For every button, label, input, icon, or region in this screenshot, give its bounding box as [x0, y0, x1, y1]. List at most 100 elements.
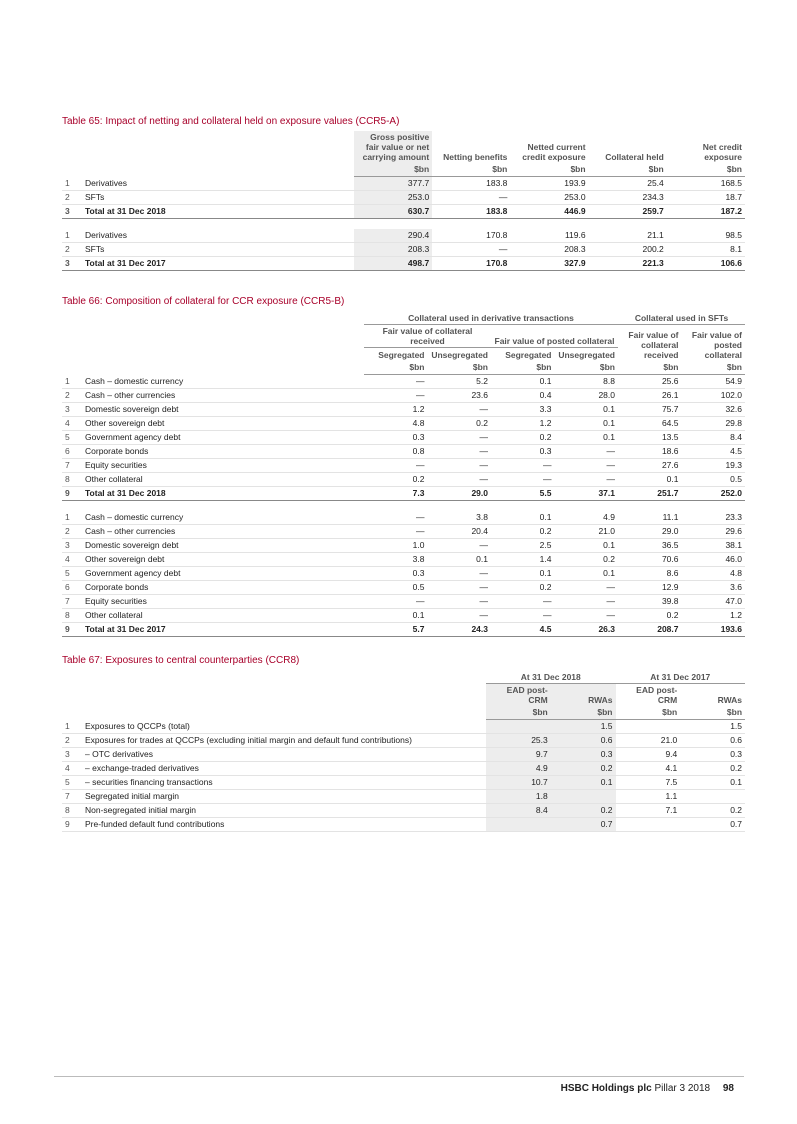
table-row: 2 Exposures for trades at QCCPs (excludin…	[62, 733, 746, 748]
cell-value	[550, 789, 616, 804]
row-label: SFTs	[82, 190, 355, 205]
cell-value: 98.5	[666, 229, 745, 243]
cell-value: —	[364, 511, 428, 525]
cell-value: —	[432, 190, 511, 205]
cell-value: 259.7	[588, 204, 667, 219]
cell-value: 0.3	[550, 747, 616, 762]
row-label: Other sovereign debt	[82, 416, 364, 431]
cell-value: 0.7	[550, 817, 616, 832]
table-row: 9 Pre-funded default fund contributions 0.…	[62, 817, 746, 832]
table-row: 2 Cash – other currencies —23.6 0.4 28.0 26.1…	[62, 388, 745, 403]
table-row: 9 Total at 31 Dec 2017 5.7 24.3 4.5 26.3 208.7…	[62, 622, 745, 637]
row-label: – OTC derivatives	[82, 747, 486, 762]
row-ref: 3	[62, 538, 82, 553]
column-header: RWAs	[717, 695, 743, 705]
table-row: 3– OTC derivatives 9.7 0.3 9.4 0.3	[62, 747, 746, 762]
cell-value: 0.2	[427, 416, 491, 431]
cell-value: —	[491, 608, 555, 623]
cell-value: 37.1	[554, 486, 618, 501]
cell-value: 327.9	[510, 256, 589, 271]
footer: HSBC Holdings plc Pillar 3 2018 98	[561, 1083, 734, 1094]
cell-value: 29.6	[681, 524, 745, 539]
table-row: 7 Segregated initial margin 1.8 1.1	[62, 789, 746, 804]
unit: $bn	[681, 361, 745, 375]
unit: $bn	[427, 361, 491, 375]
unit: $bn	[550, 706, 616, 720]
row-label: Cash – other currencies	[82, 524, 364, 539]
table-row: 2 SFTs 253.0—253.0 234.3 18.7	[62, 190, 745, 205]
cell-value: —	[432, 242, 511, 257]
cell-value: —	[364, 374, 428, 389]
column-header: Netting benefits	[443, 152, 508, 162]
cell-value: —	[427, 402, 491, 417]
cell-value: 0.2	[618, 608, 682, 623]
cell-value: 0.1	[554, 566, 618, 581]
cell-value: 4.1	[615, 761, 681, 776]
cell-value: 32.6	[681, 402, 745, 417]
row-label: Segregated initial margin	[82, 789, 486, 804]
cell-value: 4.9	[486, 761, 551, 776]
cell-value: 24.3	[427, 622, 491, 637]
table-row: 2 Cash – other currencies —20.4 0.2 21.0 29.0…	[62, 524, 745, 539]
cell-value: 5.7	[364, 622, 428, 637]
cell-value: 102.0	[681, 388, 745, 403]
cell-value: 0.1	[554, 430, 618, 445]
row-label: Cash – domestic currency	[82, 374, 364, 389]
cell-value: —	[427, 444, 491, 459]
table-row: 8 Non-segregated initial margin 8.4 0.2 7.1 0…	[62, 803, 746, 818]
cell-value: —	[491, 594, 555, 609]
column-header: EAD post-CRM	[636, 685, 678, 705]
cell-value: 251.7	[618, 486, 682, 501]
cell-value: 21.0	[554, 524, 618, 539]
cell-value: 0.1	[550, 775, 616, 790]
units-row: $bn $bn $bn $bn $bn	[62, 163, 745, 177]
table-title: Table 66: Composition of collateral for …	[62, 296, 345, 307]
cell-value: —	[427, 594, 491, 609]
header-row: Collateral used in derivative transactio…	[62, 311, 745, 325]
header-row: Gross positive fair value or net carryin…	[62, 131, 745, 163]
table-title: Table 67: Exposures to central counterpa…	[62, 655, 300, 666]
cell-value: 0.3	[364, 430, 428, 445]
cell-value: 0.8	[364, 444, 428, 459]
cell-value: 46.0	[681, 552, 745, 567]
row-ref: 3	[62, 402, 82, 417]
data-table: Collateral used in derivative transactio…	[62, 311, 745, 637]
section-gap	[62, 501, 745, 512]
row-ref: 6	[62, 444, 82, 459]
column-header: At 31 Dec 2017	[615, 670, 746, 684]
column-header: Fair value of collateral received	[364, 324, 491, 348]
cell-value: 193.9	[510, 176, 589, 191]
unit: $bn	[354, 163, 433, 177]
table-row: 5 Government agency debt 0.3—0.1 0.1 8.6 4.8	[62, 566, 745, 581]
row-ref: 2	[62, 733, 82, 748]
unit: $bn	[554, 361, 618, 375]
cell-value	[615, 719, 681, 734]
cell-value: 19.3	[681, 458, 745, 473]
row-label: Corporate bonds	[82, 444, 364, 459]
cell-value: 5.5	[491, 486, 555, 501]
row-ref: 5	[62, 566, 82, 581]
row-label: Non-segregated initial margin	[82, 803, 486, 818]
cell-value: 2.5	[491, 538, 555, 553]
row-ref: 5	[62, 775, 82, 790]
row-ref: 5	[62, 430, 82, 445]
cell-value: 26.1	[618, 388, 682, 403]
cell-value: —	[491, 458, 555, 473]
cell-value: 20.4	[427, 524, 491, 539]
row-ref: 1	[62, 374, 82, 389]
cell-value: 187.2	[666, 204, 745, 219]
row-label: Total at 31 Dec 2017	[82, 256, 355, 271]
cell-value: —	[427, 608, 491, 623]
unit: $bn	[491, 361, 555, 375]
row-label: Total at 31 Dec 2018	[82, 204, 355, 219]
row-label: Domestic sovereign debt	[82, 402, 364, 417]
row-label: Derivatives	[82, 176, 355, 191]
cell-value: 0.6	[680, 733, 746, 748]
unit: $bn	[680, 706, 746, 720]
header-row: Fair value of collateral received Fair va…	[62, 324, 745, 360]
table-row: 1 Derivatives 377.7 183.8 193.9 25.4 168.5	[62, 176, 745, 191]
cell-value	[680, 789, 746, 804]
cell-value: 9.7	[486, 747, 551, 762]
unit: $bn	[432, 163, 511, 177]
